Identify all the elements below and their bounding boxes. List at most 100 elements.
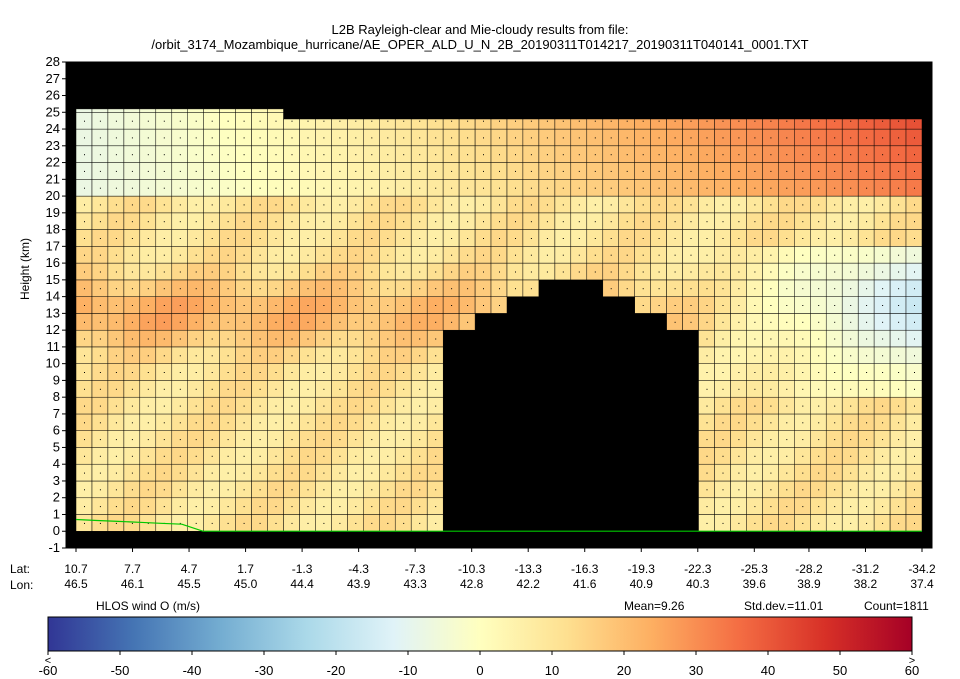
wind-cell-dot xyxy=(818,120,820,122)
colorbar-tick-label: 10 xyxy=(545,663,559,678)
wind-cell-dot xyxy=(818,305,820,306)
wind-cell-dot xyxy=(339,288,341,290)
wind-cell-dot xyxy=(84,472,85,474)
wind-cell-dot xyxy=(642,288,644,290)
y-tick-label: 6 xyxy=(53,423,60,438)
wind-cell-dot xyxy=(451,137,453,139)
wind-cell-dot xyxy=(770,439,772,441)
wind-cell-dot xyxy=(179,405,181,407)
wind-cell-dot xyxy=(802,187,804,189)
wind-cell-dot xyxy=(387,489,389,491)
wind-cell-dot xyxy=(179,355,181,357)
wind-cell xyxy=(570,118,588,130)
wind-cell-dot xyxy=(99,506,101,508)
wind-cell-dot xyxy=(722,271,724,273)
wind-cell-dot xyxy=(227,288,229,290)
wind-cell xyxy=(315,118,332,130)
wind-cell-dot xyxy=(243,271,245,273)
wind-cell-dot xyxy=(578,137,580,139)
wind-cell-dot xyxy=(99,288,101,290)
wind-cell-dot xyxy=(179,103,181,105)
wind-cell-dot xyxy=(882,455,884,457)
wind-cell-dot xyxy=(339,506,341,508)
wind-cell-dot xyxy=(115,455,117,457)
wind-cell-dot xyxy=(483,238,484,239)
wind-cell-dot xyxy=(147,439,149,441)
lon-tick-label: 37.4 xyxy=(910,577,934,591)
colorbar-tick-label: -50 xyxy=(111,663,130,678)
wind-cell-dot xyxy=(275,103,277,105)
wind-cell-dot xyxy=(84,204,85,206)
wind-cell-dot xyxy=(355,321,357,323)
wind-cell-dot xyxy=(179,422,181,424)
wind-cell-dot xyxy=(131,439,133,441)
wind-cell-dot xyxy=(275,338,277,340)
wind-cell-dot xyxy=(850,506,852,508)
wind-cell-dot xyxy=(275,154,277,156)
profile-column xyxy=(730,118,747,532)
lat-tick-label: -25.3 xyxy=(741,562,769,576)
wind-cell-dot xyxy=(738,120,740,122)
wind-cell-dot xyxy=(323,355,325,357)
wind-cell-dot xyxy=(738,170,740,172)
wind-cell-dot xyxy=(706,439,708,441)
wind-cell-dot xyxy=(754,321,756,323)
wind-cell-dot xyxy=(722,455,724,457)
wind-cell-dot xyxy=(770,221,772,223)
wind-cell-dot xyxy=(387,137,389,139)
wind-cell-dot xyxy=(387,439,389,441)
colorbar-tick-label: 60 xyxy=(905,663,919,678)
wind-cell-dot xyxy=(131,321,133,323)
wind-cell-dot xyxy=(706,405,708,407)
wind-cell-dot xyxy=(99,305,101,306)
wind-cell-dot xyxy=(818,221,820,223)
wind-cell-dot xyxy=(99,254,101,256)
wind-cell-dot xyxy=(179,154,181,156)
wind-cell-dot xyxy=(642,238,644,239)
lon-tick-label: 46.1 xyxy=(121,577,145,591)
y-tick-label: 18 xyxy=(46,222,60,237)
wind-cell-dot xyxy=(259,137,261,139)
wind-cell-dot xyxy=(99,388,101,390)
wind-cell-dot xyxy=(291,522,293,524)
profile-column xyxy=(394,118,412,532)
wind-cell-dot xyxy=(610,154,612,156)
wind-cell xyxy=(634,118,651,130)
y-tick-label: 9 xyxy=(53,372,60,387)
wind-cell-dot xyxy=(211,137,213,139)
wind-cell-dot xyxy=(850,221,852,223)
wind-cell-dot xyxy=(483,120,484,122)
wind-cell-dot xyxy=(546,204,548,206)
wind-cell-dot xyxy=(722,439,724,441)
wind-cell-dot xyxy=(307,321,309,323)
wind-cell-dot xyxy=(738,321,740,323)
wind-cell-dot xyxy=(291,422,293,424)
wind-cell-dot xyxy=(179,288,181,290)
wind-cell-dot xyxy=(339,355,341,357)
lat-tick-label: -10.3 xyxy=(458,562,486,576)
wind-cell-dot xyxy=(339,254,341,256)
wind-cell-dot xyxy=(722,372,724,373)
wind-cell-dot xyxy=(307,221,309,223)
wind-cell-dot xyxy=(163,388,165,390)
wind-cell-dot xyxy=(419,372,421,373)
lat-tick-label: -7.3 xyxy=(405,562,426,576)
wind-cell-dot xyxy=(882,489,884,491)
wind-cell-dot xyxy=(530,221,532,223)
wind-cell-dot xyxy=(738,455,740,457)
wind-cell-dot xyxy=(467,120,469,122)
wind-cell-dot xyxy=(387,405,389,407)
wind-cell-dot xyxy=(275,187,277,189)
wind-cell xyxy=(426,118,444,130)
wind-cell-dot xyxy=(850,154,852,156)
wind-cell-dot xyxy=(227,338,229,340)
wind-cell-dot xyxy=(626,271,628,273)
profile-column xyxy=(379,118,396,532)
wind-cell-dot xyxy=(786,187,788,189)
wind-cell-dot xyxy=(211,321,213,323)
wind-cell-dot xyxy=(802,305,804,306)
wind-cell-dot xyxy=(882,355,884,357)
wind-cell-dot xyxy=(115,321,117,323)
wind-cell-dot xyxy=(291,305,293,306)
wind-cell-dot xyxy=(323,154,325,156)
